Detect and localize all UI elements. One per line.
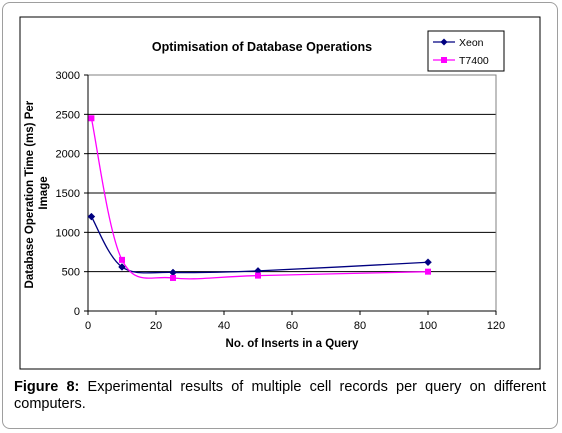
x-tick-label: 120 (487, 320, 505, 332)
x-axis-label: No. of Inserts in a Query (226, 338, 360, 350)
y-tick-label: 0 (74, 306, 80, 318)
data-point-diamond (424, 258, 432, 267)
x-tick-label: 80 (354, 320, 366, 332)
series-t7400 (88, 115, 431, 281)
y-tick-label: 3000 (56, 70, 80, 82)
axes: 0 500 1000 1500 2000 2500 3000 0 20 40 60 80 100 120 (56, 70, 506, 332)
y-tick-label: 2500 (56, 109, 80, 121)
y-tick-label: 1500 (56, 188, 80, 200)
y-axis-label-line-1: Database Operation Time (ms) Per (24, 100, 36, 288)
x-tick-label: 100 (419, 320, 437, 332)
data-point-diamond (87, 212, 96, 221)
data-point-square (425, 268, 431, 275)
data-point-square (119, 256, 125, 263)
legend-label: Xeon (459, 37, 484, 49)
data-point-square (255, 272, 261, 279)
legend-marker-diamond (440, 38, 448, 46)
legend-item: Xeon (433, 37, 484, 49)
legend-box (427, 30, 505, 72)
data-point-square (88, 115, 95, 122)
figure-caption: Figure 8: Experimental results of multip… (14, 379, 546, 413)
data-point-square (170, 274, 176, 281)
legend-label: T7400 (459, 55, 489, 67)
x-tick-label: 40 (218, 320, 230, 332)
data-point-diamond (118, 263, 126, 271)
caption-label: Figure 8: (14, 379, 80, 395)
y-tick-label: 1000 (56, 227, 80, 239)
y-axis-label-line-2: Image (38, 176, 50, 209)
series-line (90, 216, 429, 274)
series-layer (87, 115, 432, 281)
y-axis-label: Database Operation Time (ms) Per Image (24, 98, 50, 289)
legend-marker-square (441, 57, 447, 63)
legend-item: T7400 (433, 55, 489, 67)
caption-text: Experimental results of multiple cell re… (14, 379, 547, 412)
chart-title: Optimisation of Database Operations (152, 40, 372, 54)
y-tick-label: 500 (62, 267, 80, 279)
x-tick-label: 0 (85, 320, 91, 332)
y-tick-label: 2000 (56, 149, 80, 161)
chart: Optimisation of Database Operations 0 500… (19, 16, 541, 370)
x-tick-label: 20 (150, 320, 162, 332)
legend: Xeon T7400 (427, 30, 505, 72)
x-tick-label: 60 (286, 320, 298, 332)
